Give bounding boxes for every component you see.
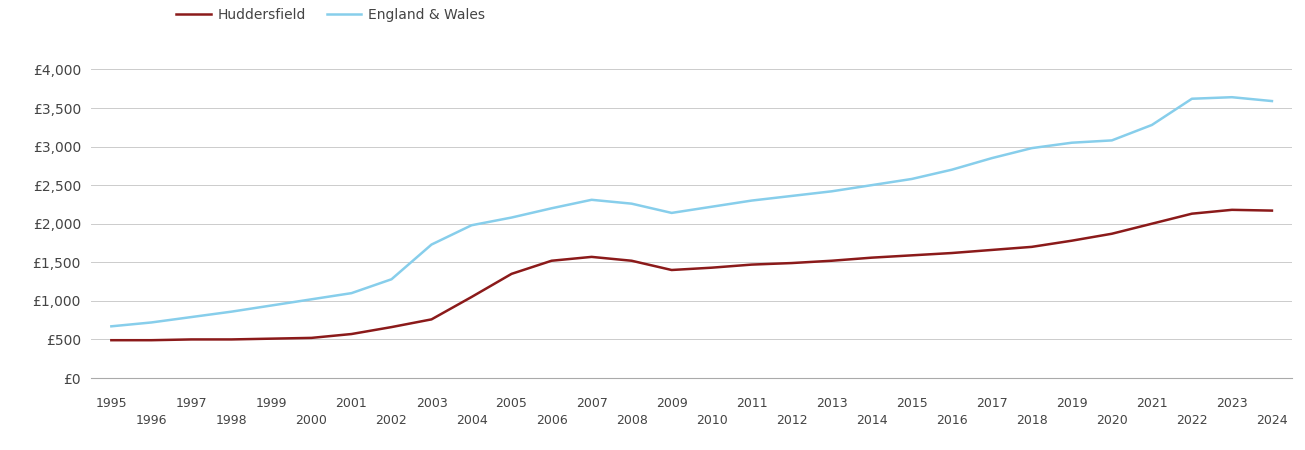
England & Wales [744, 198, 760, 203]
Huddersfield [1104, 231, 1120, 236]
England & Wales [424, 242, 440, 247]
England & Wales [583, 197, 599, 202]
Text: 2014: 2014 [856, 414, 887, 427]
Huddersfield [103, 338, 119, 343]
Text: 1995: 1995 [95, 397, 127, 410]
Text: 2018: 2018 [1017, 414, 1048, 427]
Text: 2013: 2013 [816, 397, 847, 410]
Text: 2015: 2015 [897, 397, 928, 410]
Text: 2000: 2000 [295, 414, 328, 427]
Text: 1999: 1999 [256, 397, 287, 410]
Text: 2008: 2008 [616, 414, 647, 427]
Huddersfield [544, 258, 560, 263]
England & Wales [223, 309, 239, 315]
England & Wales [384, 277, 399, 282]
Text: 1998: 1998 [215, 414, 247, 427]
Huddersfield [504, 271, 519, 277]
Line: Huddersfield: Huddersfield [111, 210, 1272, 340]
England & Wales [1265, 99, 1280, 104]
England & Wales [784, 193, 800, 198]
Text: 2006: 2006 [536, 414, 568, 427]
Text: 2005: 2005 [496, 397, 527, 410]
Text: 2009: 2009 [656, 397, 688, 410]
Text: 2007: 2007 [576, 397, 608, 410]
England & Wales [1184, 96, 1199, 101]
Huddersfield [1024, 244, 1040, 250]
England & Wales [904, 176, 920, 182]
Huddersfield [744, 262, 760, 267]
Huddersfield [944, 250, 959, 256]
Huddersfield [664, 267, 680, 273]
England & Wales [544, 206, 560, 211]
Huddersfield [184, 337, 200, 342]
Text: 2023: 2023 [1216, 397, 1248, 410]
Text: 2004: 2004 [455, 414, 487, 427]
Huddersfield [984, 247, 1000, 252]
England & Wales [144, 320, 159, 325]
Huddersfield [1064, 238, 1079, 243]
England & Wales [504, 215, 519, 220]
Huddersfield [904, 252, 920, 258]
Text: 2022: 2022 [1176, 414, 1207, 427]
England & Wales [1144, 122, 1160, 128]
Huddersfield [384, 324, 399, 330]
England & Wales [264, 303, 279, 308]
Huddersfield [1144, 221, 1160, 226]
Text: 2020: 2020 [1096, 414, 1128, 427]
England & Wales [984, 155, 1000, 161]
England & Wales [1024, 145, 1040, 151]
Text: 2016: 2016 [936, 414, 967, 427]
Huddersfield [1184, 211, 1199, 216]
England & Wales [664, 210, 680, 216]
Huddersfield [703, 265, 719, 270]
Huddersfield [223, 337, 239, 342]
Text: 2024: 2024 [1257, 414, 1288, 427]
England & Wales [864, 182, 880, 188]
Huddersfield [784, 261, 800, 266]
Legend: Huddersfield, England & Wales: Huddersfield, England & Wales [171, 3, 491, 28]
Text: 2019: 2019 [1056, 397, 1087, 410]
Huddersfield [823, 258, 839, 263]
Huddersfield [864, 255, 880, 261]
England & Wales [304, 297, 320, 302]
England & Wales [944, 167, 959, 172]
Huddersfield [424, 317, 440, 322]
Text: 1996: 1996 [136, 414, 167, 427]
Text: 2001: 2001 [335, 397, 367, 410]
Huddersfield [624, 258, 639, 263]
England & Wales [1104, 138, 1120, 143]
Text: 2002: 2002 [376, 414, 407, 427]
England & Wales [103, 324, 119, 329]
Text: 2003: 2003 [416, 397, 448, 410]
Huddersfield [1224, 207, 1240, 212]
Text: 2012: 2012 [776, 414, 808, 427]
Line: England & Wales: England & Wales [111, 97, 1272, 326]
England & Wales [1064, 140, 1079, 145]
England & Wales [703, 204, 719, 209]
Huddersfield [144, 338, 159, 343]
England & Wales [823, 189, 839, 194]
Huddersfield [264, 336, 279, 342]
England & Wales [463, 223, 479, 228]
Text: 2017: 2017 [976, 397, 1007, 410]
Text: 2011: 2011 [736, 397, 767, 410]
England & Wales [184, 315, 200, 320]
Text: 1997: 1997 [176, 397, 207, 410]
Text: 2010: 2010 [696, 414, 727, 427]
Text: 2021: 2021 [1137, 397, 1168, 410]
Huddersfield [463, 294, 479, 300]
England & Wales [343, 290, 359, 296]
England & Wales [1224, 94, 1240, 100]
Huddersfield [304, 335, 320, 341]
Huddersfield [583, 254, 599, 260]
Huddersfield [1265, 208, 1280, 213]
Huddersfield [343, 331, 359, 337]
England & Wales [624, 201, 639, 207]
